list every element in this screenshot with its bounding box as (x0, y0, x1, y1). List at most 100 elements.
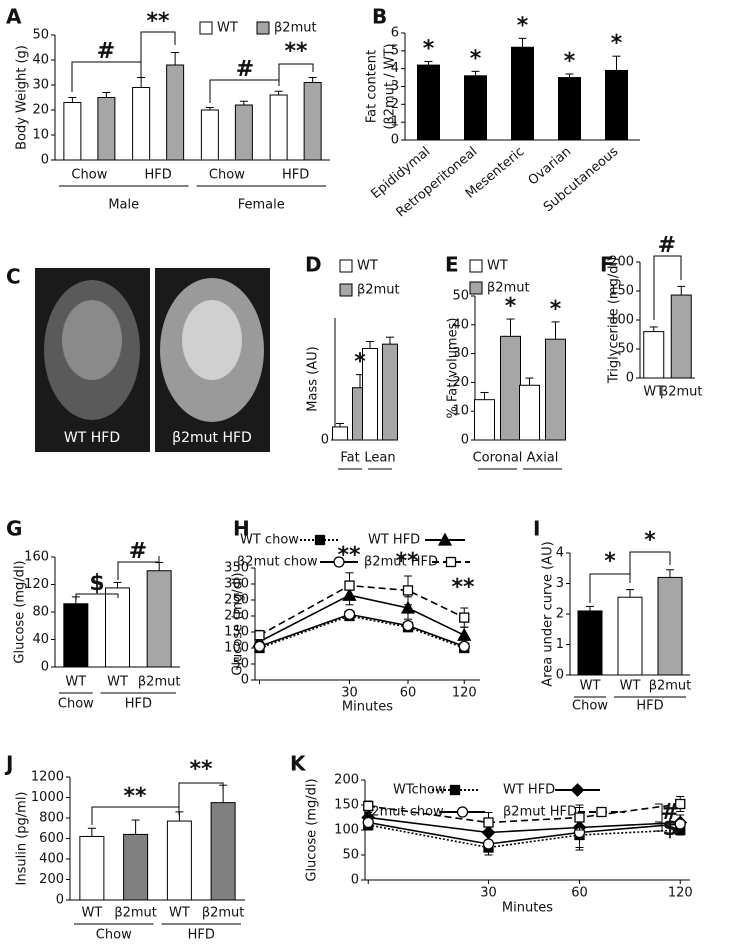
y-tick-label: 200 (334, 773, 359, 788)
annotation: * (423, 37, 435, 62)
y-tick-label: 40 (32, 632, 49, 647)
bar (558, 77, 581, 141)
x-tick-label: β2mut (138, 675, 181, 690)
y-axis-label: Insulin (pg/ml) (15, 792, 30, 886)
y-tick-label: 100 (224, 641, 249, 656)
annotation: ** (189, 757, 213, 782)
bracket (629, 551, 671, 580)
legend-label: β2mut HFD (503, 805, 577, 820)
x-tick-label: WT (81, 906, 102, 921)
annotation: ** (284, 39, 308, 64)
y-tick-label: 5 (391, 43, 399, 58)
marker (402, 619, 414, 632)
y-tick-label: 20 (452, 375, 469, 390)
x-tick-label: HFD (144, 168, 171, 183)
y-axis-label: Mass (AU) (306, 346, 321, 411)
annotation: # (661, 800, 679, 825)
group-label: HFD (125, 697, 152, 712)
y-tick-label: 150 (334, 798, 359, 813)
y-tick-label: 200 (39, 872, 64, 887)
bar (63, 102, 82, 161)
legend-label: WT HFD (503, 783, 555, 798)
x-tick-label: WT (65, 675, 86, 690)
marker (458, 640, 470, 653)
y-tick-label: 160 (24, 550, 49, 565)
marker (570, 783, 585, 797)
legend-label: WT (217, 21, 238, 36)
panel-letter: I (533, 517, 540, 541)
y-tick-label: 0 (41, 660, 49, 675)
marker (675, 798, 686, 810)
annotation: * (470, 46, 482, 71)
mri-organs (62, 300, 122, 380)
panel-letter: K (290, 752, 307, 776)
y-tick-label: 4 (391, 61, 399, 76)
bar (464, 75, 487, 141)
x-tick-label: Chow (71, 168, 107, 183)
bracket (140, 31, 176, 70)
x-axis-label: Minutes (342, 700, 393, 715)
bar (123, 833, 149, 901)
bar (474, 399, 495, 441)
bar (132, 87, 151, 161)
y-tick-label: 200 (609, 255, 634, 270)
legend-swatch (469, 259, 483, 273)
bar (605, 69, 628, 141)
marker (437, 532, 453, 546)
y-axis-label: Glucose (mg/dl) (13, 560, 28, 663)
annotation: $ (662, 816, 677, 841)
legend-swatch (339, 283, 353, 297)
panel-letter: H (233, 517, 250, 541)
series-line (368, 824, 681, 849)
x-tick-label: Fat (340, 451, 359, 466)
legend-label: β2mut HFD (364, 555, 438, 570)
group-label: HFD (636, 699, 663, 714)
annotation: ** (146, 9, 170, 34)
legend-label: WT chow (240, 533, 299, 548)
x-tick-label: WT (107, 675, 128, 690)
marker (674, 818, 686, 830)
y-tick-label: 3 (556, 576, 564, 591)
y-tick-label: 0 (626, 371, 634, 386)
bar (166, 64, 185, 161)
y-tick-label: 4 (556, 546, 564, 561)
bracket (91, 806, 180, 825)
x-axis-label: Minutes (502, 901, 553, 916)
y-tick-label: 50 (452, 289, 469, 304)
group-label: Female (238, 198, 285, 213)
marker (400, 600, 416, 614)
marker (363, 800, 374, 812)
panel-letter: F (600, 253, 614, 277)
bracket (117, 556, 160, 580)
legend-label: WT (357, 259, 378, 274)
annotation: # (97, 39, 115, 64)
y-tick-label: 80 (32, 605, 49, 620)
y-axis-label: Body Weight (g) (15, 45, 30, 150)
bracket (71, 61, 142, 92)
annotation: # (236, 57, 254, 82)
y-tick-label: 0 (241, 673, 249, 688)
y-tick-label: 30 (32, 78, 49, 93)
y-tick-label: 150 (609, 284, 634, 299)
marker (483, 817, 494, 828)
y-tick-label: 100 (609, 313, 634, 328)
y-tick-label: 0 (391, 133, 399, 148)
series-line (368, 821, 681, 845)
series-line (259, 615, 465, 649)
annotation: ** (451, 575, 475, 600)
x-tick-label: Retroperitoneal (394, 144, 481, 220)
y-tick-label: 40 (452, 317, 469, 332)
y-axis-label: Triglyceride (mg/dl) (607, 257, 622, 384)
bar (545, 338, 566, 441)
y-tick-label: 120 (24, 577, 49, 592)
x-tick-label: Axial (527, 451, 559, 466)
bar (146, 570, 172, 668)
bar (234, 104, 253, 161)
annotation: # (129, 539, 147, 564)
y-tick-label: 300 (224, 577, 249, 592)
x-tick-label: Chow (209, 168, 245, 183)
annotation: * (604, 549, 616, 574)
bar (79, 835, 105, 901)
annotation: * (644, 528, 656, 553)
y-tick-label: 50 (617, 342, 634, 357)
